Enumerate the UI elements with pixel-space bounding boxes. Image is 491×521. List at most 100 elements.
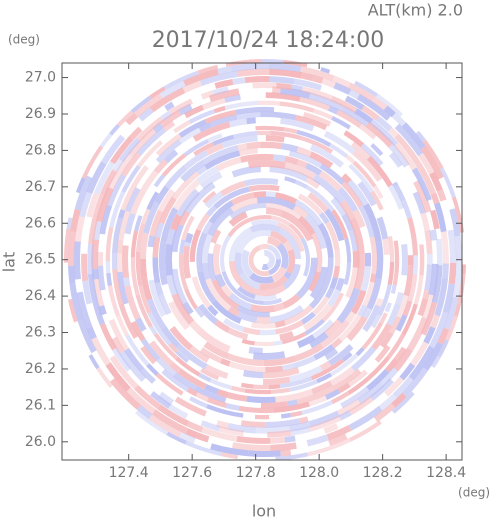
texture-cell (309, 151, 334, 169)
texture-cell (298, 215, 316, 236)
texture-cell (268, 63, 302, 73)
texture-cell (135, 294, 153, 328)
texture-cell (280, 449, 292, 457)
texture-cell (107, 153, 134, 190)
texture-cell (186, 421, 204, 433)
texture-cell (307, 445, 335, 459)
texture-cell (341, 105, 370, 127)
texture-cell (401, 244, 409, 276)
texture-cell (332, 265, 340, 279)
texture-cell (227, 327, 249, 340)
texture-cell (394, 123, 424, 157)
texture-cell (248, 214, 272, 222)
texture-cell (337, 382, 351, 394)
texture-cell (184, 440, 222, 459)
texture-cell (206, 404, 244, 418)
texture-cell (112, 217, 123, 254)
texture-cell (345, 311, 357, 324)
y-tick-label: 26.1 (25, 397, 56, 413)
texture-cell (139, 258, 148, 279)
texture-cell (304, 213, 328, 249)
texture-cell (201, 97, 226, 110)
texture-cell (181, 215, 195, 241)
texture-cell (374, 344, 391, 363)
texture-cell (370, 119, 399, 147)
texture-cell (388, 127, 399, 138)
texture-cell (228, 211, 248, 227)
texture-cell (288, 223, 304, 240)
texture-cell (290, 426, 311, 436)
texture-cell (316, 372, 333, 384)
texture-cell (205, 142, 224, 156)
texture-cell (82, 280, 93, 305)
texture-cell (129, 126, 143, 140)
texture-cell (289, 421, 311, 432)
texture-cell (308, 331, 329, 349)
texture-cell (140, 170, 159, 192)
texture-cell (249, 272, 275, 284)
texture-cell (119, 350, 147, 382)
texture-cell (116, 253, 123, 273)
texture-cell (210, 443, 249, 457)
texture-cell (164, 101, 175, 112)
texture-cell (178, 253, 189, 290)
texture-cell (203, 341, 230, 360)
texture-cell (364, 252, 372, 267)
texture-cell (294, 343, 324, 362)
texture-cell (284, 162, 317, 181)
texture-cell (241, 249, 254, 278)
texture-cell (237, 286, 256, 300)
texture-cell (111, 253, 118, 270)
texture-cell (382, 238, 390, 255)
texture-cell (265, 365, 284, 373)
texture-cell (221, 271, 242, 297)
texture-cell (244, 178, 279, 187)
texture-cell (306, 434, 329, 447)
texture-cell (281, 412, 291, 419)
texture-cell (252, 82, 277, 89)
texture-cell (271, 387, 290, 394)
texture-cell (97, 252, 104, 266)
texture-cell (407, 255, 414, 266)
texture-cell (105, 226, 114, 262)
texture-cell (387, 235, 395, 262)
texture-cell (407, 217, 418, 256)
texture-cell (213, 105, 226, 114)
texture-cell (379, 312, 388, 324)
texture-cell (212, 86, 229, 96)
texture-cell (200, 368, 219, 381)
texture-cell (178, 127, 201, 144)
texture-cell (200, 420, 221, 432)
texture-cell (407, 316, 429, 351)
texture-cell (229, 202, 267, 220)
texture-cell (120, 175, 142, 211)
x-tick-label: 128.0 (299, 465, 339, 481)
texture-cell (153, 174, 166, 188)
texture-cell (183, 68, 219, 87)
texture-cell (183, 245, 191, 279)
texture-cell (162, 120, 176, 132)
texture-cell (283, 240, 294, 252)
texture-cell (401, 199, 412, 219)
texture-cell (422, 138, 446, 170)
texture-cell (236, 305, 270, 318)
texture-cell (112, 159, 124, 173)
texture-cell (286, 249, 296, 275)
texture-cell (423, 342, 443, 371)
texture-cell (134, 93, 163, 118)
texture-cell (348, 396, 374, 416)
texture-cell (247, 160, 286, 169)
texture-cell (442, 263, 449, 279)
texture-cell (268, 259, 282, 276)
texture-cell (236, 435, 271, 444)
texture-cell (242, 326, 261, 336)
texture-cell (350, 289, 367, 315)
texture-cell (390, 284, 397, 294)
texture-cell (396, 294, 409, 319)
texture-cell (125, 334, 150, 367)
texture-cell (152, 122, 164, 133)
texture-cell (137, 140, 163, 168)
texture-cell (204, 150, 241, 170)
texture-cell (270, 436, 286, 444)
texture-cell (101, 134, 126, 165)
